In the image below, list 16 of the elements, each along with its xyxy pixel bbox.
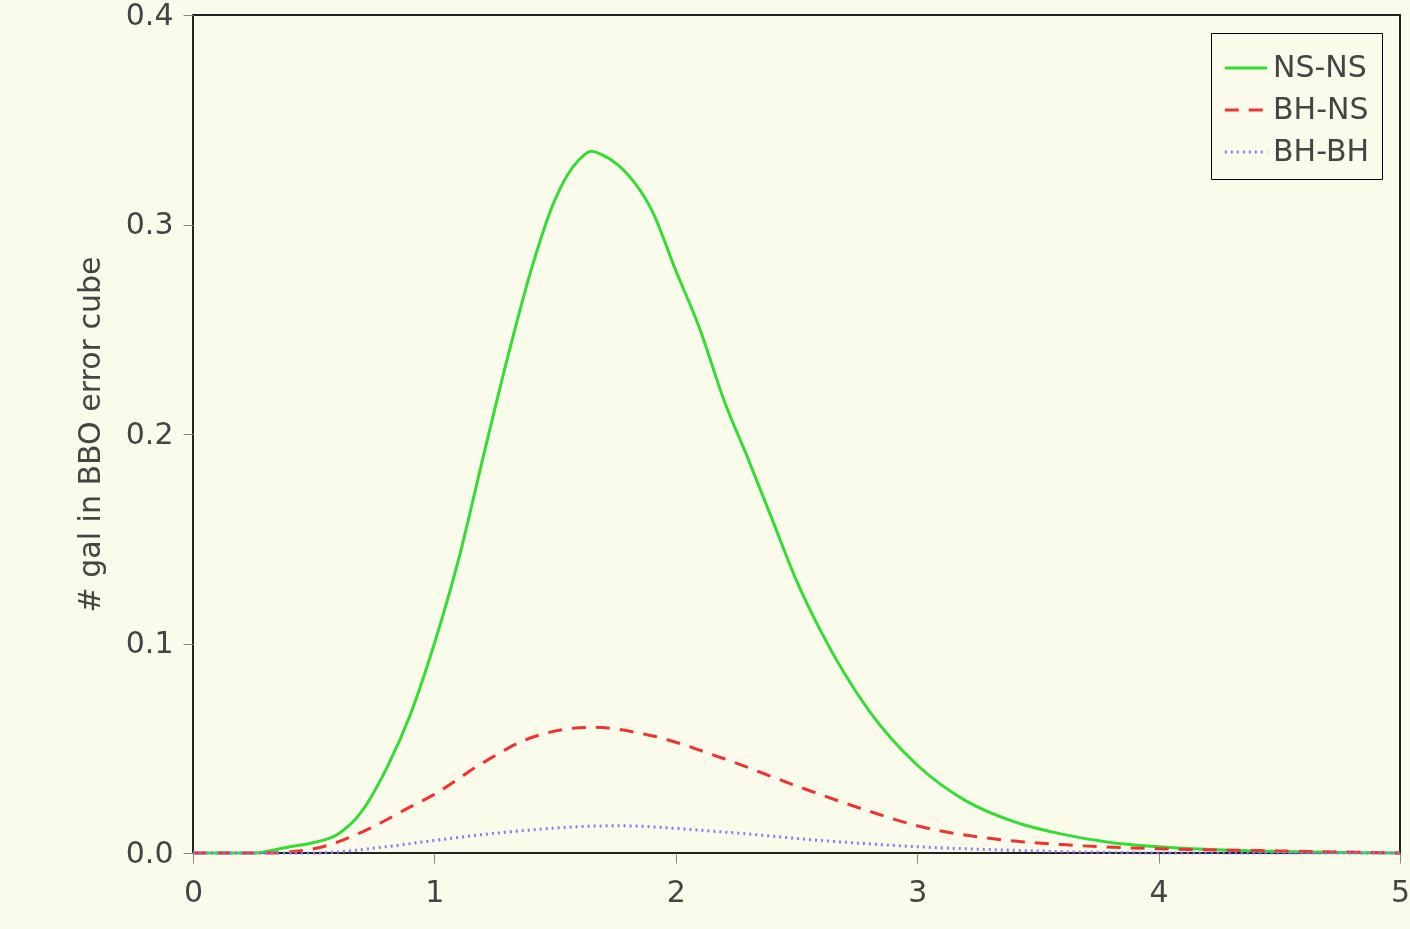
- y-tick-label: 0.1: [125, 625, 174, 660]
- y-tick-label: 0.4: [125, 0, 174, 32]
- legend-label: BH-BH: [1273, 133, 1370, 168]
- x-tick-label: 2: [666, 873, 686, 909]
- x-tick-label: 5: [1390, 873, 1410, 909]
- y-tick-label: 0.0: [125, 834, 174, 870]
- legend-label: BH-NS: [1273, 91, 1369, 126]
- legend-label: NS-NS: [1273, 49, 1367, 84]
- x-tick-label: 3: [908, 873, 928, 909]
- line-series: [191, 824, 1402, 855]
- x-tick-label: 1: [425, 873, 445, 909]
- x-tick-label: 4: [1149, 873, 1169, 909]
- y-axis-title: # gal in BBO error cube: [71, 256, 107, 613]
- x-tick-label: 0: [183, 873, 204, 909]
- y-tick-label: 0.2: [125, 415, 174, 451]
- y-tick-label: 0.3: [125, 206, 174, 241]
